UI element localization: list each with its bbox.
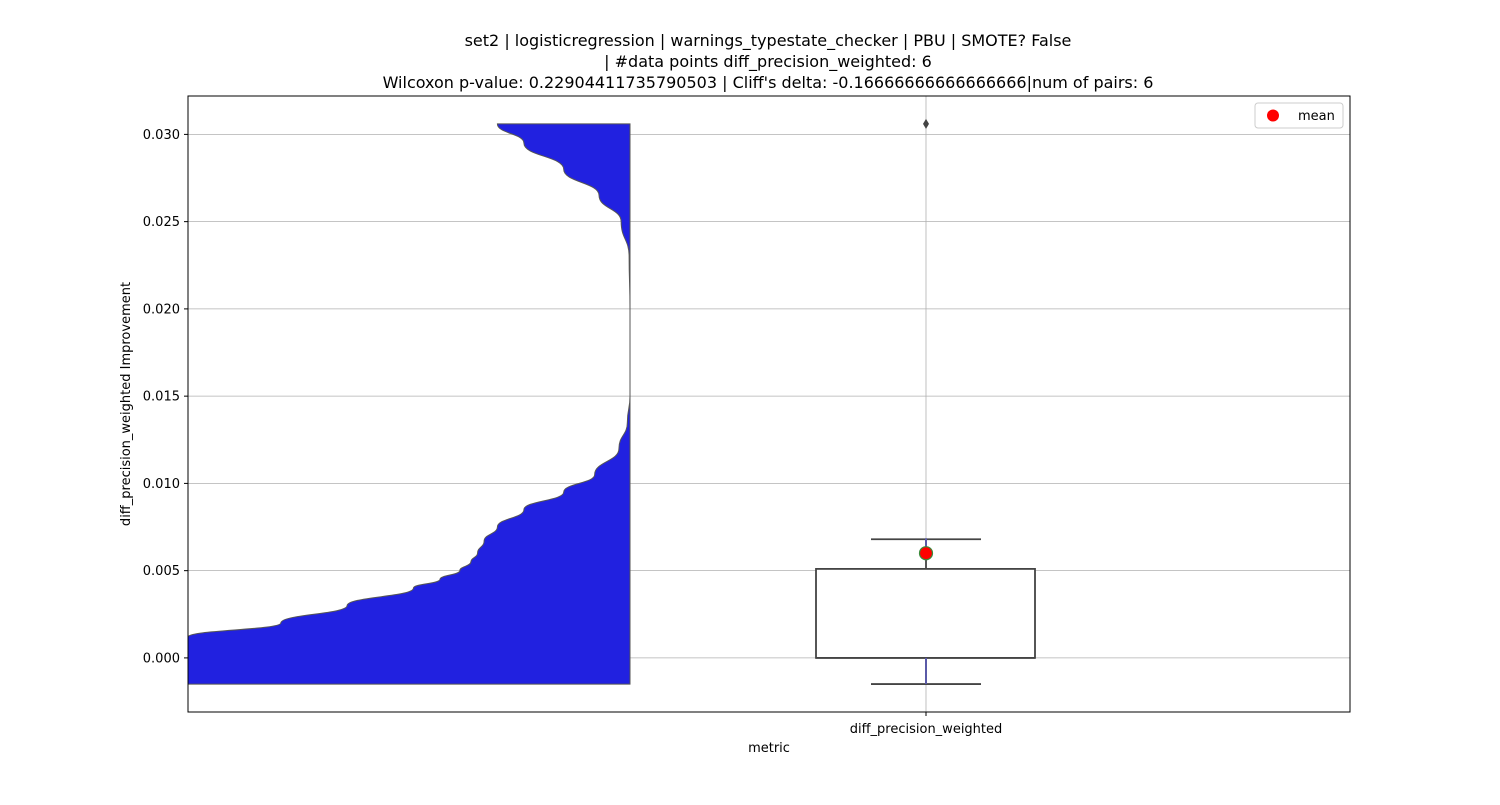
title-line-2: | #data points diff_precision_weighted: … (604, 52, 932, 72)
boxplot (815, 118, 1036, 685)
y-axis-ticks: 0.000 0.005 0.010 0.015 0.020 0.025 0.030 (143, 128, 188, 666)
title-line-1: set2 | logisticregression | warnings_typ… (465, 31, 1072, 51)
x-tick-label: diff_precision_weighted (850, 722, 1003, 737)
title-line-3: Wilcoxon p-value: 0.22904411735790503 | … (383, 73, 1154, 92)
grid (188, 96, 1350, 712)
outlier-point (923, 118, 929, 129)
plot-frame (187, 95, 1351, 713)
y-tick-label: 0.000 (143, 651, 180, 666)
y-axis-label: diff_precision_weighted Improvement (119, 282, 134, 526)
violin (188, 123, 631, 685)
y-tick-label: 0.010 (143, 477, 180, 492)
box-iqr (815, 568, 1036, 659)
legend: mean (1254, 102, 1344, 129)
legend-mean-marker (1267, 109, 1279, 122)
y-tick-label: 0.025 (143, 215, 180, 230)
y-tick-label: 0.015 (143, 390, 180, 405)
violin-body (188, 123, 631, 685)
x-axis-label: metric (748, 741, 790, 756)
chart-title: set2 | logisticregression | warnings_typ… (383, 31, 1154, 92)
y-tick-label: 0.020 (143, 302, 180, 317)
x-axis-ticks: diff_precision_weighted (850, 712, 1003, 737)
y-tick-label: 0.030 (143, 128, 180, 143)
y-tick-label: 0.005 (143, 564, 180, 579)
legend-mean-label: mean (1298, 109, 1335, 124)
legend-box (1254, 102, 1344, 129)
mean-marker (918, 546, 934, 561)
